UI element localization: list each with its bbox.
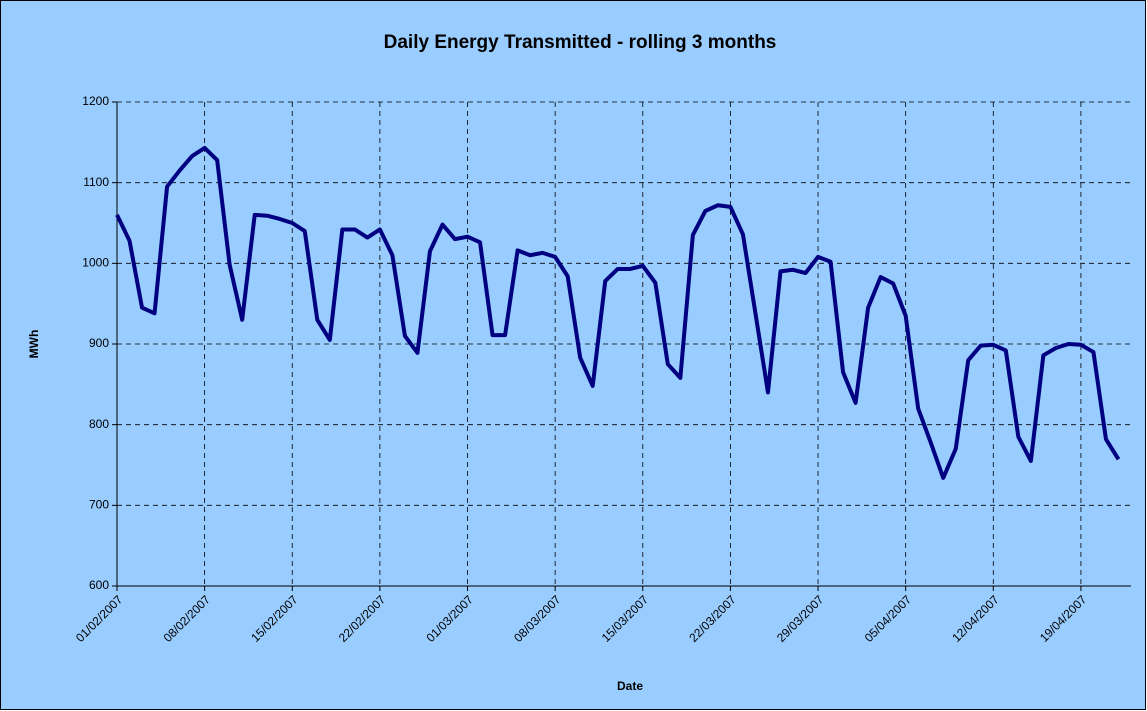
y-tick-label: 700 [89,498,109,512]
y-tick-label: 1100 [83,175,109,189]
data-line [115,145,1121,480]
y-tick-label: 800 [89,417,109,431]
chart-title: Daily Energy Transmitted - rolling 3 mon… [384,32,777,53]
y-tick-label: 900 [89,336,109,350]
y-tick-label: 600 [89,578,109,592]
y-tick-label: 1200 [82,94,109,108]
y-axis-label: MWh [27,330,41,359]
x-axis-label: Date [617,679,643,693]
y-tick-label: 1000 [82,256,109,270]
